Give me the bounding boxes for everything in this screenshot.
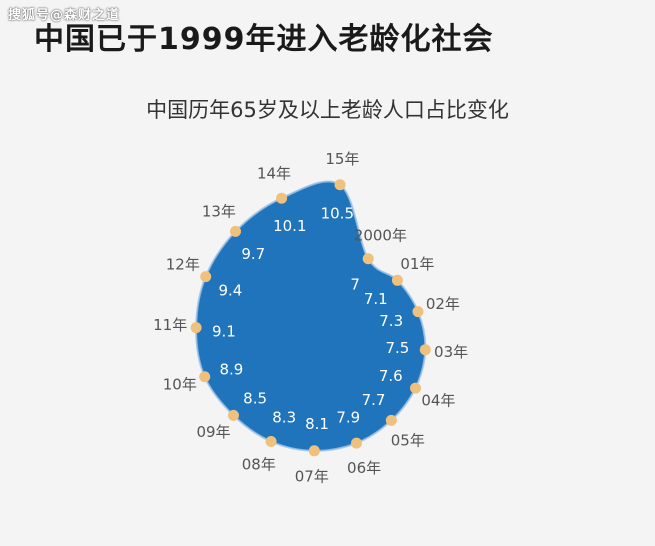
value-label: 9.4 [218,282,242,300]
value-label: 10.5 [321,205,354,223]
value-label: 8.3 [272,409,296,427]
chart-title: 中国历年65岁及以上老龄人口占比变化 [146,98,509,122]
data-point [199,371,211,383]
data-point [412,306,424,318]
headline: 中国已于1999年进入老龄化社会 [34,22,494,57]
value-label: 7 [350,275,360,293]
data-point [265,436,277,447]
category-label: 14年 [257,164,291,182]
value-label: 8.5 [243,390,267,408]
category-label: 10年 [163,375,197,393]
data-point [419,344,431,356]
data-point [362,253,374,265]
value-label: 9.1 [212,322,236,340]
category-label: 01年 [400,255,434,273]
value-label: 7.3 [379,312,403,330]
category-label: 11年 [153,316,187,334]
category-label: 13年 [202,202,236,220]
data-point [391,274,403,286]
value-label: 7.9 [336,408,360,426]
data-point [190,322,202,334]
watermark: 搜狐号@森财之道 [8,8,121,23]
category-label: 02年 [426,295,460,313]
value-label: 7.6 [379,367,403,385]
category-label: 12年 [166,255,200,273]
value-label: 10.1 [273,217,306,235]
data-point [276,192,288,204]
category-label: 07年 [295,468,329,486]
data-point [334,179,346,191]
value-label: 9.7 [241,245,265,263]
data-point [228,409,239,421]
data-point [351,437,362,449]
data-point [385,414,397,426]
category-label: 04年 [421,391,455,409]
value-label: 8.9 [219,361,243,379]
value-label: 7.5 [385,339,409,357]
category-label: 08年 [242,455,276,473]
value-label: 7.1 [364,290,388,308]
category-label: 09年 [196,423,230,441]
category-label: 2000年 [354,227,407,245]
data-point [308,445,320,457]
data-point [200,271,212,283]
data-point [230,225,241,237]
value-label: 7.7 [362,391,386,409]
category-label: 05年 [391,432,425,450]
category-label: 03年 [434,343,468,361]
value-label: 8.1 [305,415,329,433]
category-label: 15年 [325,150,359,168]
data-point [410,382,421,394]
category-label: 06年 [347,459,381,477]
